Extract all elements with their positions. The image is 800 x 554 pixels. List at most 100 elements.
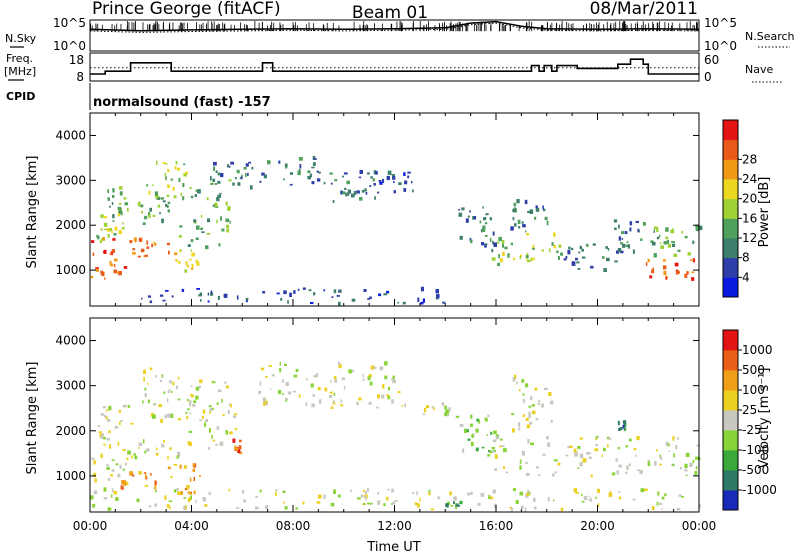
heatmap-cell: [498, 254, 500, 259]
heatmap-cell: [665, 441, 669, 446]
heatmap-cell: [168, 250, 170, 255]
heatmap-cell: [154, 191, 158, 196]
heatmap-cell: [520, 254, 522, 257]
heatmap-cell: [518, 427, 521, 431]
heatmap-cell: [175, 160, 178, 165]
heatmap-cell: [404, 180, 408, 185]
heatmap-cell: [280, 298, 283, 301]
heatmap-cell: [302, 287, 306, 290]
heatmap-cell: [103, 250, 106, 253]
heatmap-cell: [538, 399, 541, 403]
heatmap-cell: [127, 450, 131, 455]
noise-frame: [89, 19, 700, 52]
heatmap-cell: [538, 474, 541, 477]
heatmap-cell: [377, 191, 380, 194]
heatmap-cell: [305, 402, 308, 406]
heatmap-cell: [510, 242, 513, 246]
colorbar-tick-label: 28: [742, 152, 757, 166]
heatmap-cell: [412, 491, 415, 494]
heatmap-cell: [177, 376, 180, 380]
heatmap-cell: [340, 190, 343, 195]
heatmap-cell: [222, 414, 225, 417]
heatmap-cell: [228, 165, 231, 168]
heatmap-cell: [365, 192, 368, 195]
heatmap-cell: [175, 385, 178, 390]
heatmap-cell: [663, 265, 667, 270]
heatmap-cell: [271, 374, 275, 377]
heatmap-cell: [279, 362, 281, 366]
heatmap-cell: [207, 300, 210, 303]
heatmap-cell: [510, 507, 513, 512]
heatmap-cell: [656, 236, 660, 240]
heatmap-cell: [340, 399, 342, 404]
heatmap-cell: [653, 226, 658, 230]
heatmap-cell: [615, 458, 618, 462]
heatmap-cell: [522, 393, 525, 396]
heatmap-cell: [111, 469, 115, 472]
heatmap-cell: [174, 252, 178, 256]
heatmap-cell: [694, 471, 698, 476]
colorbar-tick-label: -500: [742, 463, 769, 477]
heatmap-cell: [158, 404, 163, 408]
heatmap-cell: [117, 473, 121, 478]
heatmap-cell: [217, 194, 222, 198]
heatmap-cell: [530, 396, 533, 401]
heatmap-cell: [93, 472, 97, 478]
heatmap-cell: [431, 405, 434, 409]
heatmap-cell: [481, 446, 485, 449]
heatmap-cell: [151, 243, 154, 248]
heatmap-cell: [311, 403, 315, 408]
heatmap-cell: [237, 182, 241, 186]
heatmap-cell: [218, 197, 220, 202]
heatmap-cell: [164, 495, 167, 500]
heatmap-cell: [201, 231, 205, 233]
heatmap-cell: [652, 267, 654, 272]
heatmap-cell: [525, 461, 528, 464]
heatmap-cell: [543, 387, 548, 390]
heatmap-cell: [517, 219, 521, 225]
heatmap-cell: [442, 301, 446, 304]
heatmap-cell: [146, 184, 148, 187]
heatmap-cell: [215, 443, 219, 446]
heatmap-cell: [453, 496, 457, 501]
heatmap-cell: [217, 295, 220, 300]
ytick-label: 1000: [55, 469, 86, 483]
heatmap-cell: [94, 478, 97, 483]
heatmap-cell: [359, 169, 363, 174]
heatmap-cell: [519, 465, 522, 470]
heatmap-cell: [690, 259, 694, 262]
heatmap-cell: [312, 155, 316, 160]
heatmap-cell: [192, 463, 195, 467]
heatmap-cell: [423, 408, 427, 413]
heatmap-cell: [391, 174, 395, 176]
heatmap-cell: [549, 248, 551, 253]
heatmap-cell: [618, 427, 621, 431]
heatmap-cell: [228, 403, 231, 407]
heatmap-cell: [392, 379, 396, 384]
heatmap-cell: [382, 178, 385, 183]
heatmap-cell: [648, 259, 651, 262]
heatmap-cell: [617, 248, 622, 252]
heatmap-cell: [112, 188, 115, 193]
heatmap-cell: [103, 487, 107, 492]
heatmap-cell: [279, 368, 282, 373]
heatmap-cell: [364, 188, 367, 192]
heatmap-cell: [295, 368, 299, 373]
heatmap-cell: [552, 499, 555, 502]
heatmap-cell: [323, 494, 326, 500]
heatmap-cell: [618, 236, 621, 241]
heatmap-cell: [433, 407, 435, 410]
heatmap-cell: [177, 491, 181, 495]
heatmap-cell: [351, 298, 356, 302]
heatmap-cell: [123, 197, 127, 200]
heatmap-cell: [111, 249, 115, 253]
heatmap-cell: [577, 268, 581, 270]
heatmap-cell: [312, 394, 316, 397]
heatmap-cell: [671, 463, 675, 466]
power-panel: 1000 2000 3000 4000 Slant Range [km]: [25, 112, 703, 307]
heatmap-cell: [441, 402, 445, 406]
heatmap-cell: [623, 422, 627, 427]
heatmap-cell: [107, 228, 111, 232]
heatmap-cell: [217, 180, 221, 184]
